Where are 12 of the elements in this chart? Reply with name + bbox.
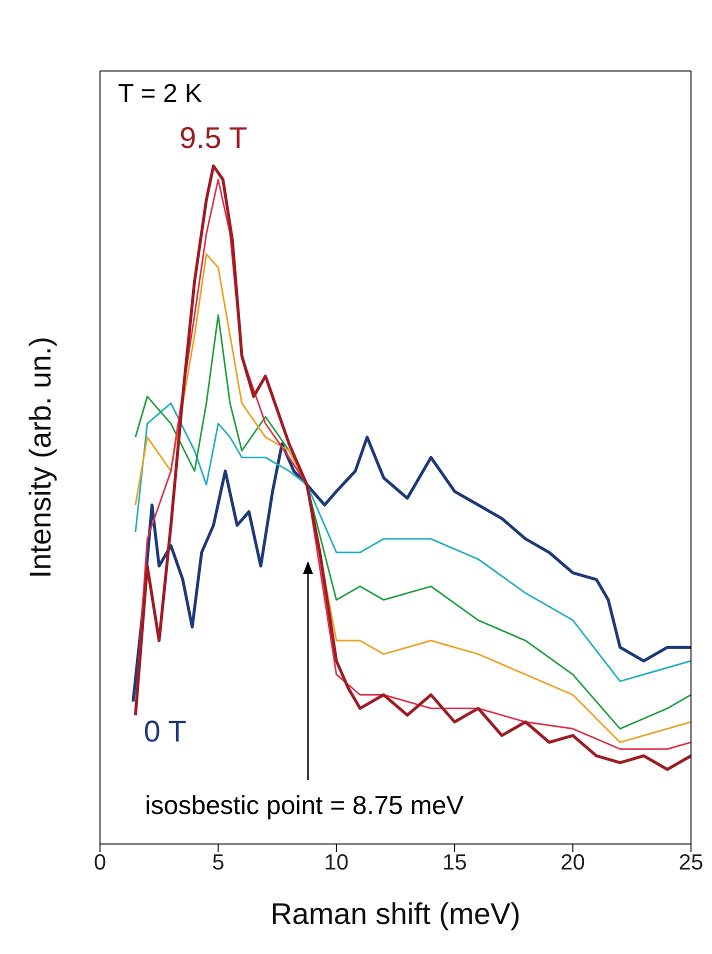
text: T = 2 K [118, 78, 202, 109]
series-label: 0 T [144, 716, 186, 749]
x-tick-label: 15 [442, 850, 467, 875]
series-label: 9.5 T [180, 122, 248, 155]
annotation: isosbestic point = 8.75 meV [145, 790, 464, 821]
x-tick-label: 0 [94, 850, 106, 875]
y-axis-title: Intensity (arb. un.) [24, 336, 58, 578]
x-axis-title: Raman shift (meV) [270, 898, 521, 931]
x-tick-label: 5 [212, 850, 224, 875]
x-tick-label: 10 [324, 850, 349, 875]
x-tick-label: 20 [560, 850, 586, 875]
x-tick-label: 25 [678, 850, 704, 875]
